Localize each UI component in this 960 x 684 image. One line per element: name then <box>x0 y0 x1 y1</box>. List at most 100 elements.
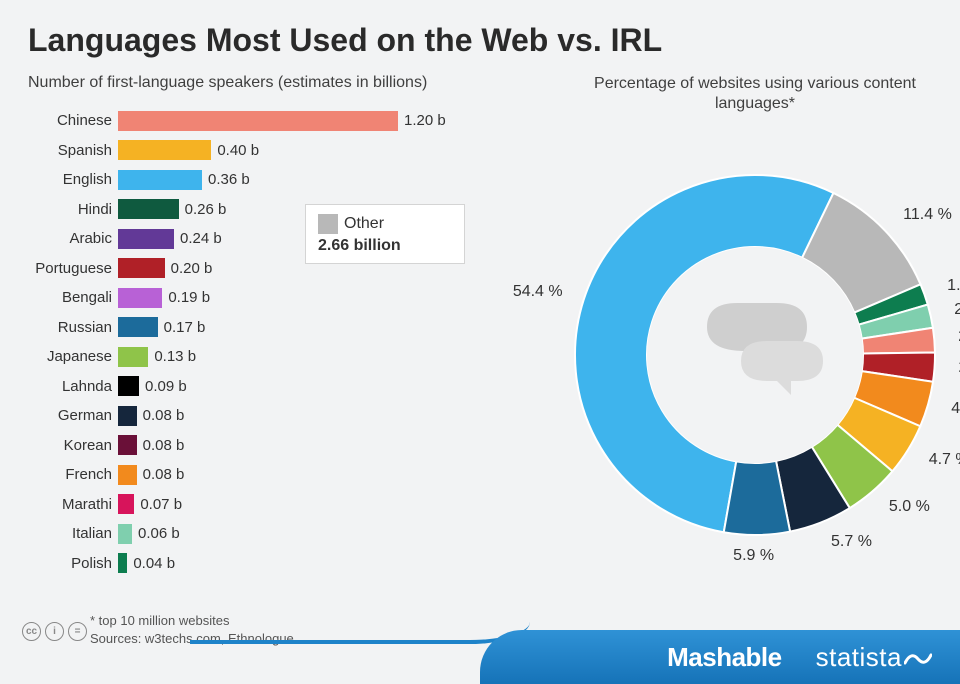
bar-fill <box>118 170 202 190</box>
other-callout-box: Other 2.66 billion <box>305 204 465 264</box>
bar-value: 0.26 b <box>179 201 227 218</box>
bar-value: 0.17 b <box>158 319 206 336</box>
bar-label: Polish <box>28 555 118 572</box>
bar-track: 0.06 b <box>118 524 468 544</box>
footer-swoosh <box>190 622 530 644</box>
bar-track: 0.08 b <box>118 465 468 485</box>
bar-row: Lahnda 0.09 b <box>28 372 468 402</box>
mashable-logo: Mashable <box>667 642 782 673</box>
bar-value: 0.04 b <box>127 555 175 572</box>
by-icon: i <box>45 622 64 641</box>
bar-track: 0.17 b <box>118 317 468 337</box>
infographic-canvas: Languages Most Used on the Web vs. IRL N… <box>0 0 960 684</box>
other-label: Other <box>344 215 384 232</box>
bar-label: Marathi <box>28 496 118 513</box>
other-value: 2.66 billion <box>318 237 401 254</box>
bar-fill <box>118 317 158 337</box>
bar-track: 0.36 b <box>118 170 468 190</box>
bar-track: 0.04 b <box>118 553 468 573</box>
bar-fill <box>118 347 148 367</box>
bar-value: 0.40 b <box>211 142 259 159</box>
bar-track: 0.08 b <box>118 406 468 426</box>
bar-fill <box>118 288 162 308</box>
donut-chart: 54.4 %11.4 %1.9 %2.1 %2.2 %2.6 %4.1 %4.7… <box>520 120 940 570</box>
bar-label: French <box>28 466 118 483</box>
bar-fill <box>118 553 127 573</box>
donut-pct-label: 5.0 % <box>889 498 930 516</box>
donut-chart-subtitle: Percentage of websites using various con… <box>590 74 920 114</box>
other-swatch <box>318 214 338 234</box>
bar-fill <box>118 258 165 278</box>
donut-pct-label: 1.9 % <box>947 277 960 295</box>
bar-fill <box>118 199 179 219</box>
cc-icon: cc <box>22 622 41 641</box>
bar-track: 0.19 b <box>118 288 468 308</box>
bar-track: 0.40 b <box>118 140 468 160</box>
bar-value: 0.20 b <box>165 260 213 277</box>
bar-label: Portuguese <box>28 260 118 277</box>
bar-value: 0.08 b <box>137 466 185 483</box>
bar-value: 0.08 b <box>137 407 185 424</box>
bar-label: Russian <box>28 319 118 336</box>
bar-label: Arabic <box>28 230 118 247</box>
bar-chart: Chinese1.20 bSpanish0.40 bEnglish0.36 b H… <box>28 106 468 578</box>
donut-pct-label: 4.1 % <box>951 400 960 418</box>
bar-value: 0.06 b <box>132 525 180 542</box>
bar-value: 0.24 b <box>174 230 222 247</box>
bar-label: Hindi <box>28 201 118 218</box>
bar-fill <box>118 494 134 514</box>
donut-pct-label: 5.9 % <box>733 547 774 565</box>
bar-row: Italian 0.06 b <box>28 519 468 549</box>
bar-row: Marathi 0.07 b <box>28 490 468 520</box>
statista-text: statista <box>816 642 902 673</box>
donut-svg <box>520 120 960 590</box>
bar-fill <box>118 376 139 396</box>
donut-pct-label: 54.4 % <box>513 283 563 301</box>
statista-logo: statista <box>816 642 932 673</box>
bar-fill <box>118 111 398 131</box>
bar-fill <box>118 229 174 249</box>
bar-fill <box>118 465 137 485</box>
bar-fill <box>118 140 211 160</box>
bar-track: 0.13 b <box>118 347 468 367</box>
bar-row: English0.36 b <box>28 165 468 195</box>
bar-value: 0.36 b <box>202 171 250 188</box>
bar-track: 0.08 b <box>118 435 468 455</box>
bar-row: Russian 0.17 b <box>28 313 468 343</box>
donut-pct-label: 11.4 % <box>903 206 952 224</box>
bar-label: Japanese <box>28 348 118 365</box>
bar-fill <box>118 524 132 544</box>
bar-row: Polish 0.04 b <box>28 549 468 579</box>
bar-fill <box>118 406 137 426</box>
bar-track: 0.09 b <box>118 376 468 396</box>
page-title: Languages Most Used on the Web vs. IRL <box>28 22 662 59</box>
bar-value: 0.08 b <box>137 437 185 454</box>
nd-icon: = <box>68 622 87 641</box>
bar-row: Japanese 0.13 b <box>28 342 468 372</box>
license-icons: cc i = <box>22 622 87 641</box>
bar-label: Bengali <box>28 289 118 306</box>
bar-label: Italian <box>28 525 118 542</box>
bar-value: 1.20 b <box>398 112 446 129</box>
donut-pct-label: 5.7 % <box>831 533 872 551</box>
bar-row: Bengali 0.19 b <box>28 283 468 313</box>
bar-label: German <box>28 407 118 424</box>
bar-chart-subtitle: Number of first-language speakers (estim… <box>28 74 427 92</box>
bar-label: Lahnda <box>28 378 118 395</box>
bar-value: 0.09 b <box>139 378 187 395</box>
footer-brand-bar: Mashable statista <box>480 630 960 684</box>
bar-row: Chinese1.20 b <box>28 106 468 136</box>
bar-track: 1.20 b <box>118 111 468 131</box>
bar-row: Korean 0.08 b <box>28 431 468 461</box>
bar-value: 0.07 b <box>134 496 182 513</box>
bar-value: 0.19 b <box>162 289 210 306</box>
donut-pct-label: 4.7 % <box>929 451 960 469</box>
bar-track: 0.07 b <box>118 494 468 514</box>
bar-row: German 0.08 b <box>28 401 468 431</box>
donut-pct-label: 2.1 % <box>954 301 960 319</box>
bar-fill <box>118 435 137 455</box>
bar-value: 0.13 b <box>148 348 196 365</box>
bar-row: Spanish0.40 b <box>28 136 468 166</box>
bar-label: Korean <box>28 437 118 454</box>
bar-row: French 0.08 b <box>28 460 468 490</box>
